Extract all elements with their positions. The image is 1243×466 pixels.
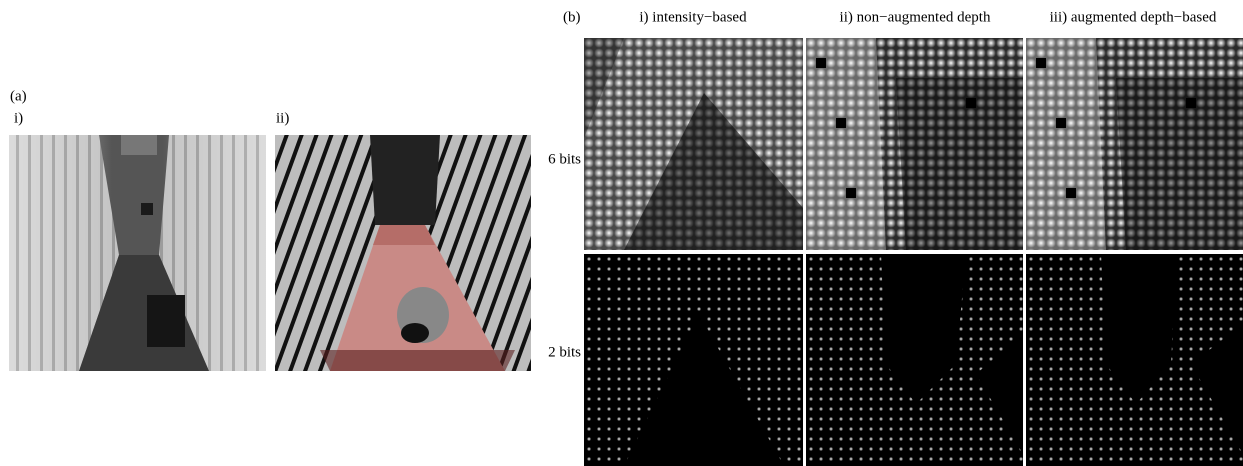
encoded-image xyxy=(1026,38,1243,250)
panel-label: (b) xyxy=(563,9,581,25)
column-header: ii) non−augmented depth xyxy=(840,9,991,25)
intensity-image xyxy=(9,135,266,371)
encoded-image xyxy=(806,254,1023,466)
encoded-image xyxy=(584,38,803,250)
encoded-image xyxy=(806,38,1023,250)
subpanel-label: ii) xyxy=(276,110,289,126)
row-label: 6 bits xyxy=(548,151,581,167)
row-label: 2 bits xyxy=(548,344,581,360)
encoded-image xyxy=(584,254,803,466)
panel-label: (a) xyxy=(10,88,27,104)
column-header: i) intensity−based xyxy=(639,9,747,25)
column-header: iii) augmented depth−based xyxy=(1050,9,1217,25)
encoded-image xyxy=(1026,254,1243,466)
subpanel-label: i) xyxy=(14,110,23,126)
figure: (a) i) ii) (b) i) intensity−based ii) no… xyxy=(0,0,1243,466)
depth-image xyxy=(275,135,531,371)
